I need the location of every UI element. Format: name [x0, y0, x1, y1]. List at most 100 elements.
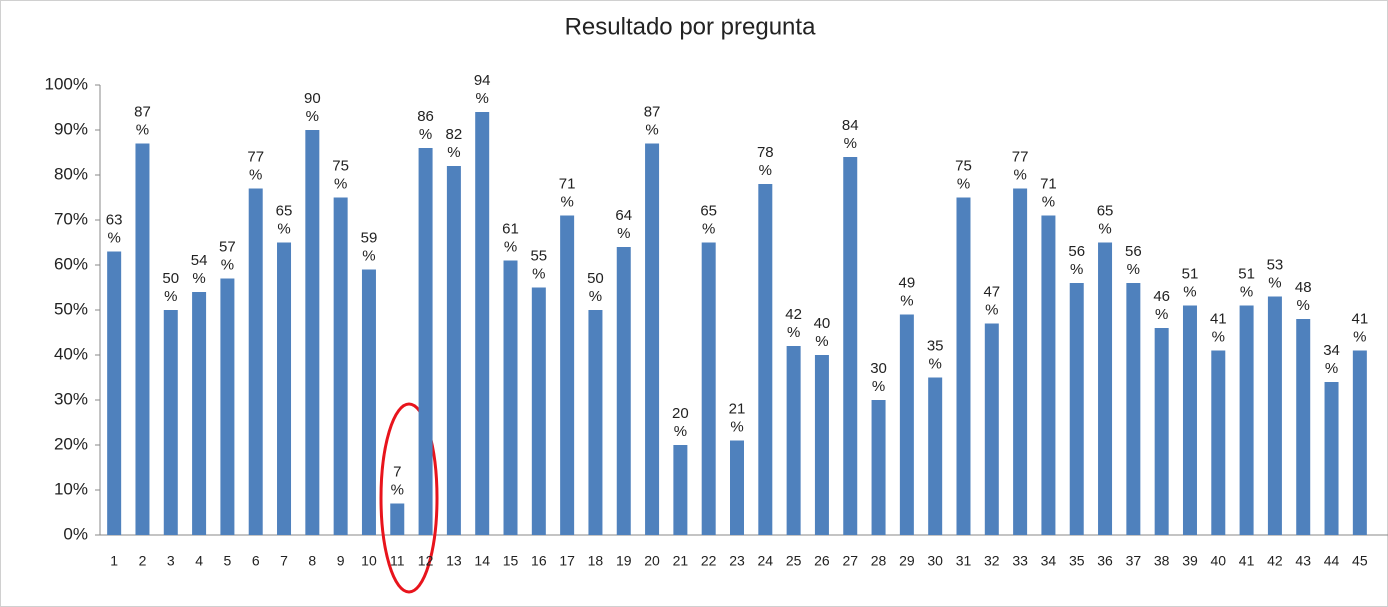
x-tick-label: 23 [729, 553, 745, 569]
bar [531, 287, 546, 535]
x-tick-label: 20 [644, 553, 660, 569]
data-label: 94% [474, 72, 491, 107]
data-label: 46% [1153, 288, 1170, 323]
x-tick-label: 1 [110, 553, 118, 569]
x-tick-label: 2 [139, 553, 147, 569]
bar [786, 346, 801, 535]
bar [1211, 350, 1226, 535]
x-tick-label: 5 [224, 553, 232, 569]
data-label: 90% [304, 90, 321, 125]
x-tick-label: 7 [280, 553, 288, 569]
x-tick-label: 19 [616, 553, 632, 569]
x-tick-label: 11 [390, 553, 405, 569]
bar [701, 242, 716, 535]
x-tick-label: 36 [1097, 553, 1113, 569]
x-tick-label: 16 [531, 553, 547, 569]
bar [673, 445, 688, 535]
data-label: 40% [814, 315, 831, 350]
data-label: 49% [899, 274, 916, 309]
data-label: 75% [332, 157, 349, 192]
data-label: 53% [1267, 256, 1284, 291]
y-tick-label: 70% [54, 209, 88, 228]
bar [503, 260, 518, 535]
bar [163, 310, 178, 535]
bar [1267, 296, 1282, 535]
bar [758, 184, 773, 535]
data-label: 51% [1182, 265, 1199, 300]
x-tick-label: 31 [956, 553, 972, 569]
x-tick-label: 4 [195, 553, 203, 569]
x-tick-label: 44 [1324, 553, 1340, 569]
x-tick-label: 9 [337, 553, 345, 569]
bar [1126, 283, 1141, 535]
bar [107, 251, 122, 535]
x-tick-label: 32 [984, 553, 1000, 569]
y-tick-label: 0% [63, 524, 88, 543]
bar [956, 197, 971, 535]
x-tick-label: 15 [503, 553, 519, 569]
bar [446, 166, 461, 535]
data-label: 47% [983, 283, 1000, 318]
x-tick-label: 34 [1041, 553, 1057, 569]
bar [390, 503, 405, 535]
x-tick-label: 27 [842, 553, 858, 569]
data-label: 55% [530, 247, 547, 282]
data-label: 48% [1295, 279, 1312, 314]
x-tick-label: 30 [927, 553, 943, 569]
x-tick-label: 17 [559, 553, 575, 569]
data-label: 64% [615, 207, 632, 242]
bar [135, 143, 150, 535]
bar [361, 269, 376, 535]
y-tick-label: 50% [54, 299, 88, 318]
bar [305, 130, 320, 535]
bar [1013, 188, 1028, 535]
bar [1324, 382, 1339, 535]
data-label: 87% [644, 103, 661, 138]
bar [928, 377, 943, 535]
bar [645, 143, 660, 535]
data-label: 41% [1210, 310, 1227, 345]
bar [1296, 319, 1311, 535]
data-label: 61% [502, 220, 519, 255]
bar [1069, 283, 1084, 535]
bar [1098, 242, 1113, 535]
y-tick-label: 100% [45, 74, 88, 93]
x-tick-label: 37 [1126, 553, 1142, 569]
bar [616, 247, 631, 535]
data-label: 21% [729, 400, 746, 435]
data-label: 35% [927, 337, 944, 372]
bar [418, 148, 433, 535]
data-label: 77% [247, 148, 264, 183]
x-tick-label: 45 [1352, 553, 1368, 569]
data-label: 34% [1323, 342, 1340, 377]
x-tick-label: 33 [1012, 553, 1028, 569]
bar [192, 292, 207, 535]
data-label: 63% [106, 211, 123, 246]
data-label: 51% [1238, 265, 1255, 300]
data-label: 7% [391, 463, 404, 498]
bar [248, 188, 263, 535]
x-tick-label: 22 [701, 553, 717, 569]
x-tick-label: 28 [871, 553, 887, 569]
data-label: 77% [1012, 148, 1029, 183]
data-label: 71% [559, 175, 576, 210]
data-label: 65% [1097, 202, 1114, 237]
bar [899, 314, 914, 535]
y-tick-label: 10% [54, 479, 88, 498]
data-label: 65% [276, 202, 293, 237]
x-tick-label: 42 [1267, 553, 1283, 569]
data-label: 84% [842, 117, 859, 152]
bar [475, 112, 490, 535]
x-tick-label: 40 [1210, 553, 1226, 569]
x-tick-label: 26 [814, 553, 830, 569]
x-tick-label: 3 [167, 553, 175, 569]
bar [588, 310, 603, 535]
bar [277, 242, 292, 535]
x-tick-label: 14 [474, 553, 490, 569]
data-label: 54% [191, 252, 208, 287]
bar [730, 440, 744, 535]
y-tick-label: 30% [54, 389, 88, 408]
y-tick-label: 90% [54, 119, 88, 138]
